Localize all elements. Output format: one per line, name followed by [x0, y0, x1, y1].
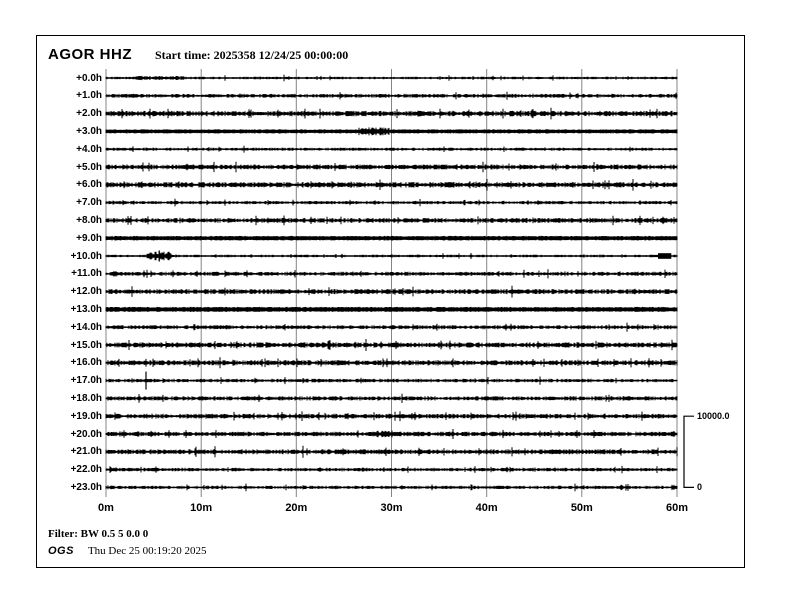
hour-label-+8.0h: +8.0h	[76, 214, 102, 226]
minute-label-40m: 40m	[475, 502, 498, 514]
hour-label-+15.0h: +15.0h	[70, 339, 102, 351]
scale-min-label: 0	[697, 482, 703, 492]
start-time-label: Start time: 2025358 12/24/25 00:00:00	[155, 48, 349, 62]
hour-label-+7.0h: +7.0h	[76, 197, 102, 209]
minute-label-50m: 50m	[570, 502, 593, 514]
trace-row-+14.0h	[105, 322, 678, 332]
trace-row-+13.0h	[105, 306, 678, 312]
trace-row-+3.0h	[105, 127, 678, 136]
trace-row-+20.0h	[105, 429, 678, 439]
minute-label-20m: 20m	[285, 502, 308, 514]
hour-label-+16.0h: +16.0h	[70, 357, 102, 369]
minute-label-0m: 0m	[98, 502, 114, 514]
page-border	[36, 35, 745, 568]
agency-label: OGS	[48, 545, 74, 557]
trace-row-+10.0h	[105, 251, 678, 261]
filter-label: Filter: BW 0.5 5 0.0 0	[48, 528, 149, 540]
hour-label-+3.0h: +3.0h	[76, 125, 102, 137]
hour-label-+22.0h: +22.0h	[70, 464, 102, 476]
hour-label-+19.0h: +19.0h	[70, 410, 102, 422]
minute-label-10m: 10m	[190, 502, 213, 514]
hour-label-+20.0h: +20.0h	[70, 428, 102, 440]
hour-label-+17.0h: +17.0h	[70, 375, 102, 387]
footer-line: OGS Thu Dec 25 00:19:20 2025	[48, 541, 207, 559]
trace-row-+23.0h	[105, 483, 678, 492]
event-blob	[658, 253, 672, 259]
trace-row-+4.0h	[105, 145, 678, 153]
scale-max-label: 10000.0	[697, 411, 730, 421]
trace-row-+0.0h	[105, 74, 678, 82]
trace-row-+22.0h	[105, 465, 678, 474]
hour-label-+9.0h: +9.0h	[76, 232, 102, 244]
hour-label-+6.0h: +6.0h	[76, 179, 102, 191]
trace-row-+21.0h	[105, 445, 678, 458]
minute-label-60m: 60m	[665, 502, 689, 514]
trace-row-+18.0h	[105, 393, 678, 403]
amplitude-scale-bracket	[683, 415, 694, 488]
hour-label-+21.0h: +21.0h	[70, 446, 102, 458]
trace-row-+8.0h	[105, 215, 678, 226]
timestamp-label: Thu Dec 25 00:19:20 2025	[87, 545, 207, 557]
hour-label-+5.0h: +5.0h	[76, 161, 102, 173]
trace-row-+17.0h	[105, 376, 678, 385]
station-title: AGOR HHZ	[48, 46, 132, 63]
trace-row-+6.0h	[105, 179, 678, 191]
trace-row-+12.0h	[105, 285, 678, 298]
trace-row-+19.0h	[105, 411, 678, 422]
hour-label-+14.0h: +14.0h	[70, 321, 102, 333]
minute-label-30m: 30m	[380, 502, 403, 514]
hour-label-+1.0h: +1.0h	[76, 90, 102, 102]
hour-label-+23.0h: +23.0h	[70, 481, 102, 493]
hour-label-+10.0h: +10.0h	[70, 250, 102, 262]
trace-row-+16.0h	[105, 357, 678, 369]
trace-row-+11.0h	[105, 269, 678, 279]
trace-row-+9.0h	[105, 235, 678, 241]
hour-label-+13.0h: +13.0h	[70, 303, 102, 315]
hour-label-+12.0h: +12.0h	[70, 286, 102, 298]
trace-row-+7.0h	[105, 198, 678, 207]
trace-row-+5.0h	[105, 161, 678, 173]
hour-label-+11.0h: +11.0h	[71, 268, 102, 280]
hour-label-+18.0h: +18.0h	[70, 392, 102, 404]
trace-row-+2.0h	[105, 107, 678, 120]
trace-row-+15.0h	[105, 339, 678, 351]
hour-label-+0.0h: +0.0h	[76, 72, 102, 84]
hour-label-+4.0h: +4.0h	[76, 143, 102, 155]
trace-row-+1.0h	[105, 91, 678, 100]
hour-label-+2.0h: +2.0h	[76, 108, 102, 120]
